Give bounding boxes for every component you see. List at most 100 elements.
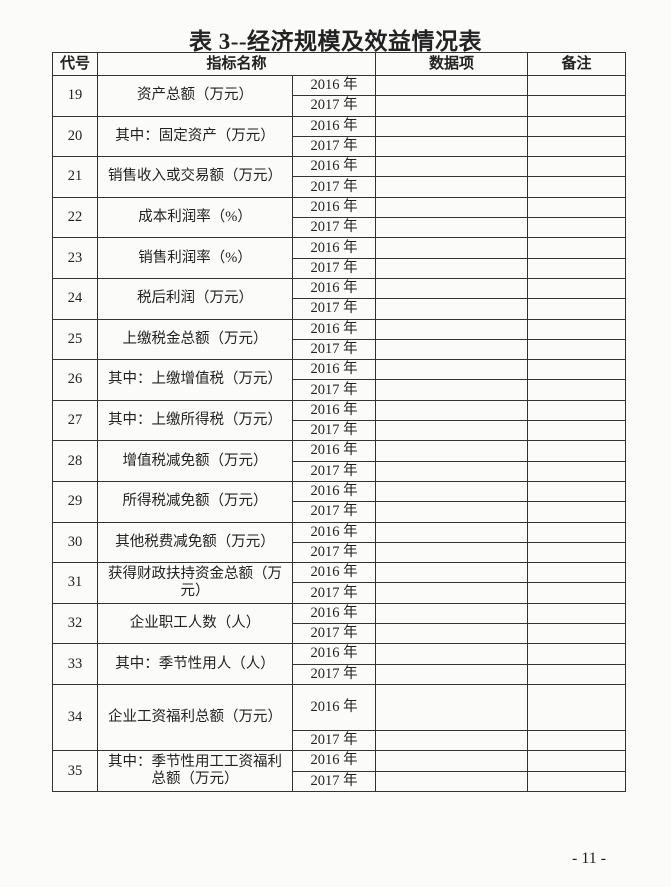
note-cell[interactable] <box>527 176 627 198</box>
note-cell[interactable] <box>527 663 627 685</box>
row-code: 19 <box>52 75 98 117</box>
note-cell[interactable] <box>527 277 627 300</box>
data-cell[interactable] <box>375 217 529 239</box>
data-cell[interactable] <box>375 156 529 178</box>
note-cell[interactable] <box>527 460 627 482</box>
row-year: 2016 年 <box>291 683 377 731</box>
note-cell[interactable] <box>527 338 627 361</box>
data-cell[interactable] <box>375 74 529 97</box>
row-code: 29 <box>52 480 98 523</box>
row-year: 2017 年 <box>291 501 377 523</box>
table-row: 2017 年 <box>53 501 627 523</box>
note-cell[interactable] <box>527 257 627 279</box>
row-year: 2016 年 <box>291 750 377 772</box>
data-cell[interactable] <box>375 582 529 604</box>
note-cell[interactable] <box>527 115 627 137</box>
note-cell[interactable] <box>527 135 627 158</box>
note-cell[interactable] <box>527 770 627 792</box>
data-cell[interactable] <box>375 196 529 219</box>
data-cell[interactable] <box>375 643 529 665</box>
note-cell[interactable] <box>527 683 627 731</box>
data-cell[interactable] <box>375 379 529 401</box>
data-cell[interactable] <box>375 277 529 300</box>
note-cell[interactable] <box>527 217 627 239</box>
note-cell[interactable] <box>527 521 627 543</box>
header-data: 数据项 <box>375 52 529 76</box>
data-cell[interactable] <box>375 460 529 482</box>
row-code: 21 <box>52 156 98 198</box>
table-row: 2017 年 <box>53 582 627 604</box>
table-row: 21 销售收入或交易额（万元） 2016 年 <box>52 156 627 198</box>
data-cell[interactable] <box>375 338 529 361</box>
table-row: 27 其中：上缴所得税（万元） 2016 年 <box>52 399 627 442</box>
note-cell[interactable] <box>527 74 627 97</box>
row-name: 资产总额（万元） <box>97 75 293 117</box>
note-cell[interactable] <box>527 298 627 320</box>
data-cell[interactable] <box>375 501 529 523</box>
data-cell[interactable] <box>375 521 529 543</box>
data-cell[interactable] <box>375 257 529 279</box>
data-cell[interactable] <box>375 237 529 259</box>
data-cell[interactable] <box>375 770 529 792</box>
data-cell[interactable] <box>375 562 529 584</box>
note-cell[interactable] <box>527 562 627 584</box>
note-cell[interactable] <box>527 379 627 401</box>
row-year: 2017 年 <box>291 729 377 752</box>
table-row: 2017 年 <box>53 135 627 158</box>
header-code: 代号 <box>52 52 98 76</box>
note-cell[interactable] <box>527 156 627 178</box>
data-cell[interactable] <box>375 298 529 320</box>
note-cell[interactable] <box>527 196 627 219</box>
data-cell[interactable] <box>375 399 529 422</box>
data-cell[interactable] <box>375 683 529 731</box>
data-cell[interactable] <box>375 95 529 117</box>
row-name: 其中：季节性用工工资福利总额（万元） <box>97 750 293 792</box>
note-cell[interactable] <box>527 729 627 752</box>
table-row: 35 其中：季节性用工工资福利总额（万元） 2016 年 <box>52 750 627 792</box>
note-cell[interactable] <box>527 399 627 422</box>
note-cell[interactable] <box>527 582 627 604</box>
table-row: 23 销售利润率（%） 2016 年 <box>52 237 627 279</box>
table-row: 29 所得税减免额（万元） 2016 年 <box>52 480 627 523</box>
data-cell[interactable] <box>375 318 529 340</box>
note-cell[interactable] <box>527 237 627 259</box>
note-cell[interactable] <box>527 750 627 772</box>
note-cell[interactable] <box>527 602 627 625</box>
data-cell[interactable] <box>375 135 529 158</box>
table-row: 33 其中：季节性用人（人） 2016 年 <box>52 643 627 685</box>
economic-scale-table: 代号 指标名称 数据项 备注 19 资产总额（万元） 2016 年 2017 年 20 其… <box>52 52 627 792</box>
table-row: 2017 年 <box>53 217 627 239</box>
data-cell[interactable] <box>375 176 529 198</box>
data-cell[interactable] <box>375 623 529 645</box>
note-cell[interactable] <box>527 95 627 117</box>
data-cell[interactable] <box>375 480 529 503</box>
row-year: 2017 年 <box>291 95 377 117</box>
note-cell[interactable] <box>527 440 627 462</box>
note-cell[interactable] <box>527 501 627 523</box>
data-cell[interactable] <box>375 359 529 381</box>
note-cell[interactable] <box>527 318 627 340</box>
note-cell[interactable] <box>527 359 627 381</box>
data-cell[interactable] <box>375 420 529 442</box>
data-cell[interactable] <box>375 602 529 625</box>
row-name: 其中：上缴所得税（万元） <box>97 399 293 442</box>
table-row: 2017 年 <box>53 541 627 564</box>
row-code: 20 <box>52 115 98 158</box>
note-cell[interactable] <box>527 420 627 442</box>
note-cell[interactable] <box>527 541 627 564</box>
note-cell[interactable] <box>527 623 627 645</box>
note-cell[interactable] <box>527 480 627 503</box>
row-code: 33 <box>52 643 98 685</box>
data-cell[interactable] <box>375 663 529 685</box>
note-cell[interactable] <box>527 643 627 665</box>
page-number: - 11 - <box>572 850 607 867</box>
data-cell[interactable] <box>375 541 529 564</box>
data-cell[interactable] <box>375 750 529 772</box>
data-cell[interactable] <box>375 115 529 137</box>
data-cell[interactable] <box>375 440 529 462</box>
row-year: 2016 年 <box>291 74 377 97</box>
data-cell[interactable] <box>375 729 529 752</box>
row-year: 2017 年 <box>291 379 377 401</box>
row-name: 其他税费减免额（万元） <box>97 521 293 564</box>
row-year: 2017 年 <box>291 663 377 685</box>
